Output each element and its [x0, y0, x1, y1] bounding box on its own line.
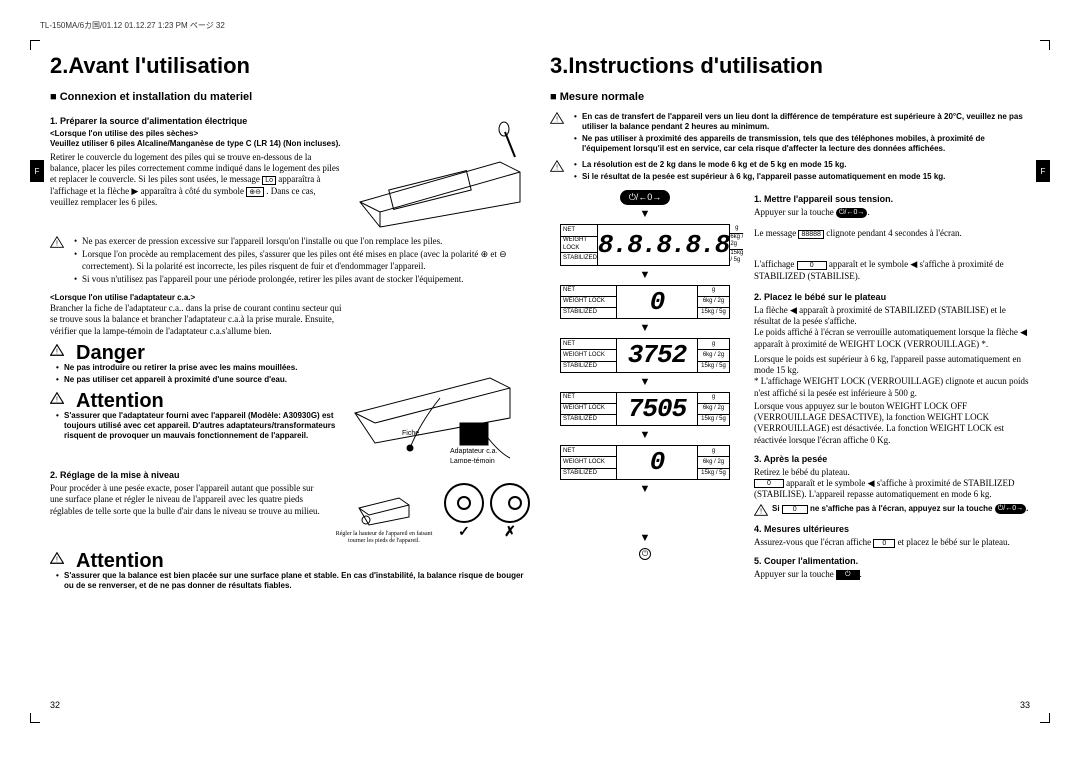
- crop-mark: [30, 713, 40, 723]
- lcd-display-2: NETWEIGHT LOCKSTABILIZED 0 g6kg / 2g15kg…: [560, 285, 730, 320]
- warning-icon: !: [550, 160, 564, 172]
- section-title-left: 2.Avant l'utilisation: [50, 55, 530, 77]
- r2-t2: Le poids affiché à l'écran se verrouille…: [754, 327, 1030, 350]
- crop-mark: [30, 40, 40, 50]
- arrow-down-icon: ▼: [640, 323, 651, 334]
- subsection-connexion: Connexion et installation du materiel: [50, 91, 530, 104]
- r2-t4: * L'affichage WEIGHT LOCK (VERROUILLAGE)…: [754, 376, 1030, 399]
- dry-batteries-label: <Lorsque l'on utilise des piles sèches>: [50, 129, 342, 139]
- svg-text:Adaptateur c.a.: Adaptateur c.a.: [450, 448, 498, 455]
- r2-t3: Lorsque le poids est supérieur à 6 kg, l…: [754, 354, 1030, 377]
- warning-icon: !: [50, 236, 64, 248]
- danger-heading: ! Danger: [50, 343, 342, 363]
- arrow-down-icon: ▼: [640, 430, 651, 441]
- power-zero-button-inline: ⏻/←0→: [836, 208, 867, 218]
- warn-automode: Si le résultat de la pesée est supérieur…: [574, 172, 1030, 182]
- display-88888: 88888: [798, 230, 823, 239]
- lo-symbol: Lo: [262, 176, 276, 185]
- attention-adapter-model: S'assurer que l'adaptateur fourni avec l…: [56, 411, 342, 441]
- ac-adapter-label: <Lorsque l'on utilise l'adaptateur c.a.>: [50, 293, 342, 303]
- attention-heading-1: ! Attention: [50, 391, 342, 411]
- arrow-down-icon: ▼: [640, 484, 651, 495]
- warn-mobile: Ne pas utiliser à proximité des appareil…: [574, 134, 1030, 154]
- svg-text:!: !: [760, 508, 762, 516]
- display-0: 0: [754, 479, 784, 488]
- warning-icon: !: [550, 112, 564, 124]
- r1-text: Appuyer sur la touche: [754, 207, 834, 217]
- r2-t1: La flèche ◀ apparaît à proximité de STAB…: [754, 305, 1030, 328]
- r-step5-title: 5. Couper l'alimentation.: [754, 556, 1030, 567]
- svg-text:!: !: [56, 241, 58, 248]
- crop-mark: [1040, 40, 1050, 50]
- lcd-display-4: NETWEIGHT LOCKSTABILIZED 7505 g6kg / 2g1…: [560, 392, 730, 427]
- r-step1-title: 1. Mettre l'appareil sous tension.: [754, 194, 1030, 205]
- power-zero-button: ⏻/←0→: [620, 190, 671, 205]
- r-step3-title: 3. Après la pesée: [754, 454, 1030, 465]
- warn-temp: En cas de transfert de l'appareil vers u…: [574, 112, 1030, 132]
- warn-storage: Si vous n'utilisez pas l'appareil pour u…: [74, 274, 530, 285]
- danger-wet-hands: Ne pas introduire ou retirer la prise av…: [56, 363, 342, 373]
- page-number-right: 33: [1020, 700, 1030, 710]
- warn-resolution: La résolution est de 2 kg dans le mode 6…: [574, 160, 1030, 170]
- page-right: 3.Instructions d'utilisation Mesure norm…: [550, 55, 1030, 708]
- section-title-right: 3.Instructions d'utilisation: [550, 55, 1030, 77]
- leveling-text: Pour procéder à une pesée exacte, poser …: [50, 483, 322, 544]
- warning-icon: !: [754, 504, 768, 516]
- r3-warn-b: ne s'affiche pas à l'écran, appuyez sur …: [810, 504, 993, 513]
- attention-stability: S'assurer que la balance est bien placée…: [56, 571, 530, 591]
- power-off-icon: ⏻: [639, 548, 651, 560]
- lcd-display-1: NETWEIGHT LOCKSTABILIZED 8.8.8.8.8 g6kg …: [560, 224, 730, 266]
- r5-text: Appuyer sur la touche: [754, 569, 834, 579]
- ac-adapter-text: Brancher la fiche de l'adaptateur c.a.. …: [50, 303, 342, 337]
- subsection-mesure: Mesure normale: [550, 91, 1030, 104]
- r3-t1: Retirez le bébé du plateau.: [754, 467, 1030, 478]
- display-0: 0: [873, 539, 895, 548]
- arrow-down-icon: ▼: [640, 377, 651, 388]
- power-zero-button-inline: ⏻/←0→: [995, 504, 1026, 514]
- svg-text:!: !: [556, 116, 558, 124]
- arrow-down-icon: ▼: [640, 209, 651, 220]
- r-step2-title: 2. Placez le bébé sur le plateau: [754, 292, 1030, 303]
- svg-text:!: !: [56, 556, 58, 563]
- arrow-down-icon: ▼: [640, 270, 651, 281]
- battery-spec: Veuillez utiliser 6 piles Alcaline/Manga…: [50, 139, 342, 149]
- lcd-display-5: NETWEIGHT LOCKSTABILIZED 0 g6kg / 2g15kg…: [560, 445, 730, 480]
- power-button-inline: ⏻: [836, 570, 860, 580]
- r4-a: Assurez-vous que l'écran affiche: [754, 537, 871, 547]
- page-number-left: 32: [50, 700, 60, 710]
- svg-text:!: !: [556, 164, 558, 172]
- crop-mark: [1040, 713, 1050, 723]
- lcd-sequence: ⏻/←0→ ▼ NETWEIGHT LOCKSTABILIZED 8.8.8.8…: [550, 190, 740, 580]
- r4-b: et placez le bébé sur le plateau.: [898, 537, 1010, 547]
- r2-t5: Lorsque vous appuyez sur le bouton WEIGH…: [754, 401, 1030, 446]
- svg-text:!: !: [56, 396, 58, 403]
- step1-title: 1. Préparer la source d'alimentation éle…: [50, 116, 342, 127]
- side-tab-left: F: [30, 160, 44, 182]
- arrow-down-icon: ▼: [640, 533, 651, 544]
- page-left: 2.Avant l'utilisation Connexion et insta…: [50, 55, 530, 708]
- r3-warn-a: Si: [772, 504, 780, 513]
- warn-polarity: Lorsque l'on procède au remplacement des…: [74, 249, 530, 272]
- leveling-illustration: Régler la hauteur de l'appareil en faisa…: [330, 483, 530, 544]
- r1-msg1a: Le message: [754, 228, 796, 238]
- batt-polarity-icon: ⊕⊖: [246, 187, 264, 197]
- r1-msg2a: L'affichage: [754, 259, 794, 269]
- svg-text:Lampe-témoin: Lampe-témoin: [450, 458, 495, 463]
- danger-water: Ne pas utiliser cet appareil à proximité…: [56, 375, 342, 385]
- display-0: 0: [797, 261, 827, 270]
- r3-t2: apparaît et le symbole ◀ s'affiche à pro…: [754, 478, 1015, 499]
- attention-heading-2: ! Attention: [50, 551, 530, 571]
- r-step4-title: 4. Mesures ultérieures: [754, 524, 1030, 535]
- lcd-display-3: NETWEIGHT LOCKSTABILIZED 3752 g6kg / 2g1…: [560, 338, 730, 373]
- r1-msg1b: clignote pendant 4 secondes à l'écran.: [826, 228, 962, 238]
- battery-compartment-illustration: [350, 112, 530, 232]
- ac-adapter-illustration: Fiche Adaptateur c.a. Lampe-témoin: [350, 293, 530, 466]
- step2-title: 2. Réglage de la mise à niveau: [50, 470, 530, 481]
- svg-text:Fiche: Fiche: [402, 430, 419, 437]
- display-0: 0: [782, 505, 808, 514]
- warn-pressure: Ne pas exercer de pression excessive sur…: [74, 236, 530, 247]
- side-tab-right: F: [1036, 160, 1050, 182]
- crop-header: TL-150MA/6カ国/01.12 01.12.27 1:23 PM ページ …: [40, 20, 225, 31]
- svg-text:!: !: [56, 348, 58, 355]
